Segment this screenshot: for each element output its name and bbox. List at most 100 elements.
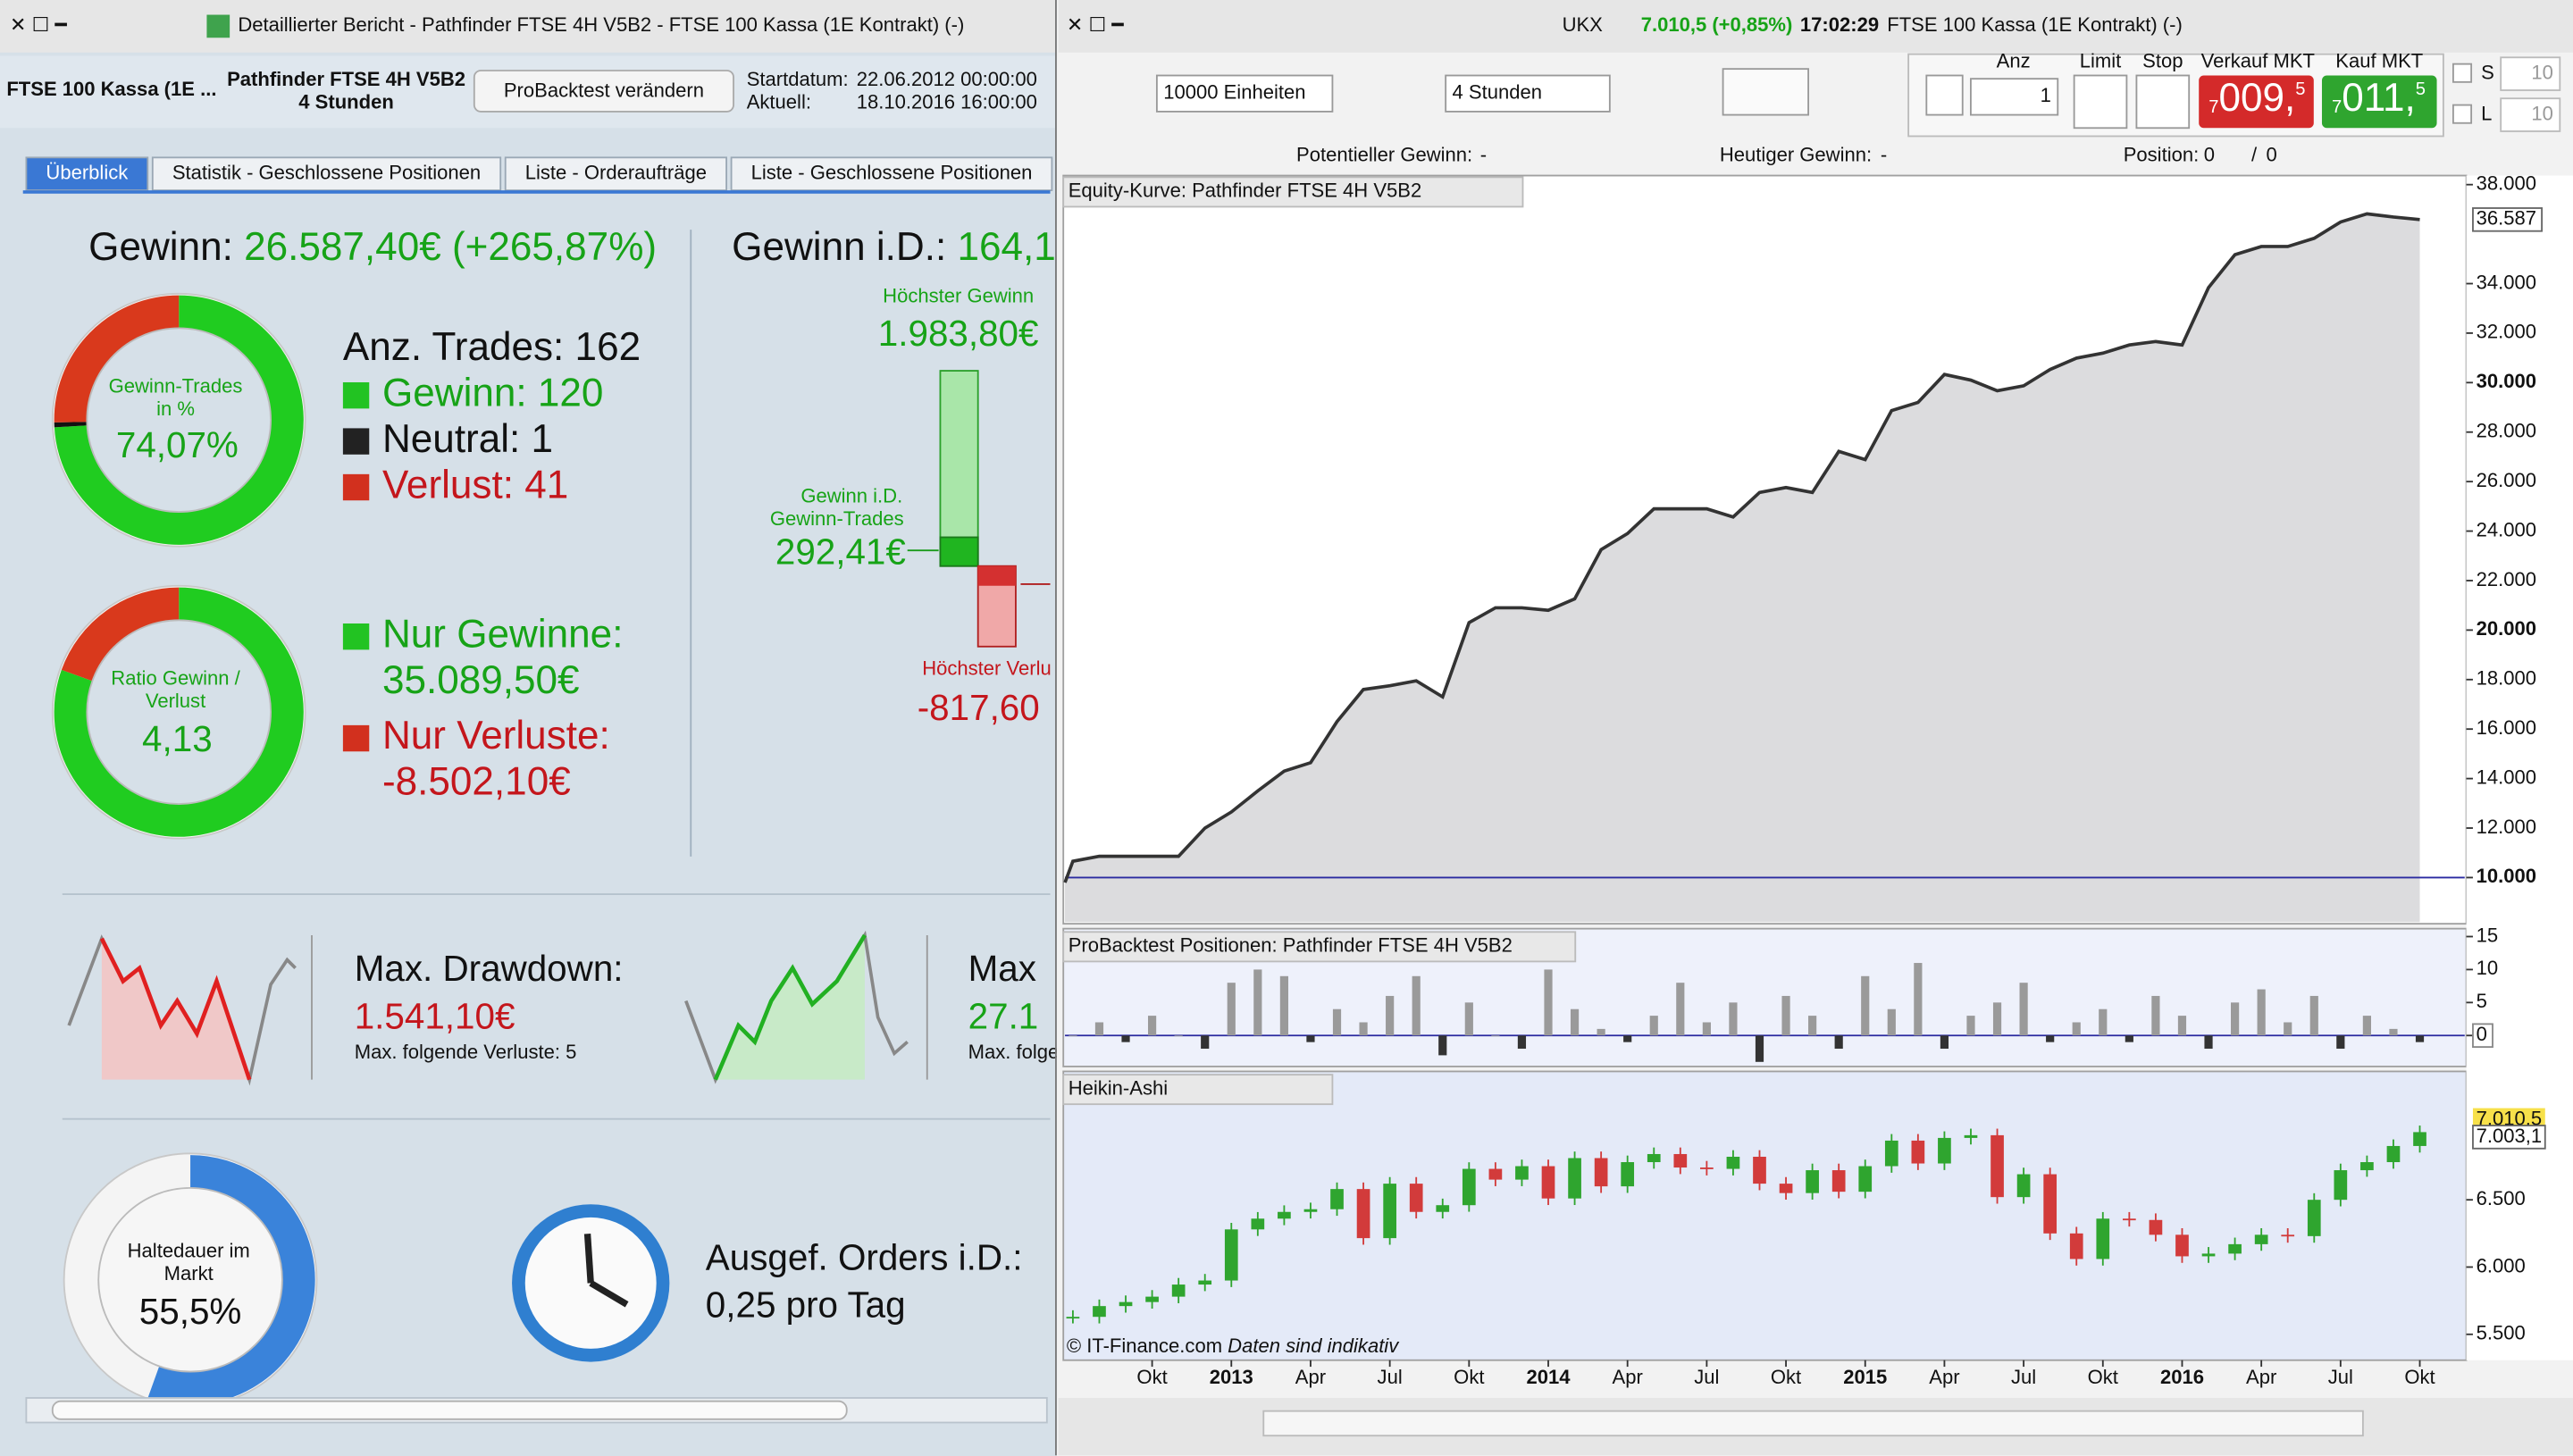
l-checkbox[interactable] (2452, 104, 2473, 124)
y-tick-label: 0 (2477, 1023, 2487, 1045)
s-input[interactable] (2500, 56, 2561, 91)
tab-label: Liste - Geschlossene Positionen (751, 162, 1033, 184)
position-bar (2019, 983, 2028, 1036)
candle (2334, 1170, 2348, 1201)
units: 10000 Einheiten (1163, 81, 1305, 104)
stop-button[interactable] (2135, 74, 2191, 130)
orders-label: Ausgef. Orders i.D.: (706, 1236, 1023, 1277)
candle (1858, 1166, 1873, 1192)
candle (1198, 1280, 1212, 1285)
price-panel (1062, 1070, 2468, 1361)
position-bar (1094, 1022, 1104, 1036)
close-button[interactable]: ✕ ☐ ━ (1067, 13, 1124, 36)
position-a: 0 (2204, 143, 2215, 165)
candle (1356, 1189, 1370, 1239)
position-bar (1570, 1008, 1580, 1036)
y-tick-label: 32.000 (2477, 321, 2536, 343)
ring-segment (54, 295, 304, 545)
x-tick-label: Jul (1694, 1366, 1719, 1388)
drawdown-sparkline (67, 934, 313, 1086)
position-bar (1253, 969, 1262, 1036)
timeframe-dropdown[interactable] (1445, 74, 1611, 113)
legend-swatch (342, 428, 370, 455)
time-label: Markt (164, 1262, 214, 1284)
candle (1753, 1156, 1766, 1184)
ring-inner (86, 619, 272, 805)
position-bar (1464, 1002, 1473, 1036)
ratio-ring (51, 584, 306, 840)
y-tick-label: 18.000 (2477, 667, 2536, 690)
candle (2201, 1253, 2216, 1257)
candle (2096, 1218, 2110, 1259)
candle (1673, 1153, 1688, 1168)
modify-button[interactable] (473, 70, 734, 113)
scroll-thumb[interactable] (51, 1400, 848, 1420)
start-label: Startdatum: (747, 68, 849, 90)
equity-line (1063, 212, 2420, 883)
gross-profit: 35.089,50€ (382, 658, 580, 702)
y-tick-label: 30.000 (2477, 370, 2536, 392)
sell-price: 7009,5 (2208, 76, 2305, 120)
position-bar (1227, 983, 1236, 1036)
s-checkbox[interactable] (2452, 63, 2473, 83)
time-label: Haltedauer im (128, 1239, 250, 1261)
price-title: Heikin-Ashi (1069, 1076, 1168, 1099)
candle (2069, 1233, 2083, 1259)
tab[interactable] (730, 156, 1053, 191)
panel-header (1062, 1074, 1334, 1106)
win-rate: 74,07% (116, 424, 239, 465)
candle (1251, 1218, 1265, 1230)
ring-segment (54, 587, 304, 837)
candle (1119, 1301, 1133, 1307)
sell-button[interactable] (2199, 75, 2314, 129)
x-tick-label: Apr (1295, 1366, 1326, 1388)
candle (1911, 1140, 1925, 1164)
clock: 17:02:29 (1800, 13, 1879, 36)
legend-swatch (342, 381, 370, 409)
y-tick-label: 14.000 (2477, 766, 2536, 788)
candle (1621, 1162, 1635, 1187)
tab[interactable] (151, 156, 502, 191)
x-tick-label: 2015 (1843, 1366, 1887, 1388)
candle (2123, 1218, 2136, 1221)
runup: 27.1 (968, 995, 1039, 1036)
position-bar (1676, 983, 1685, 1036)
l-value: 10 (2531, 102, 2553, 124)
candle (1884, 1140, 1898, 1167)
x-tick-label: 2016 (2160, 1366, 2204, 1388)
position-bar (2099, 1008, 2108, 1036)
legend-swatch (342, 473, 370, 501)
spark-fill (101, 938, 250, 1080)
position-bar (1992, 1002, 2002, 1036)
y-tick-label: 24.000 (2477, 518, 2536, 540)
position-bar (2231, 1002, 2240, 1036)
candle (1224, 1229, 1238, 1281)
settings-button[interactable] (1925, 74, 1964, 116)
indicator-button[interactable] (1722, 68, 1810, 116)
l-input[interactable] (2500, 97, 2561, 132)
s-value: 10 (2531, 61, 2553, 83)
limit-button[interactable] (2073, 74, 2128, 130)
candle (2281, 1234, 2295, 1237)
candle (1938, 1137, 1951, 1164)
ratio: 4,13 (142, 718, 213, 759)
last-label: 7.003,1 (2477, 1125, 2543, 1147)
candle (1303, 1209, 1318, 1212)
panel-header (1062, 176, 1524, 208)
close-button[interactable]: ✕ ☐ ━ (10, 13, 67, 36)
instrument-name: FTSE 100 Kassa (1E Kontrakt) (-) (1887, 13, 2183, 36)
buy-button[interactable] (2321, 75, 2437, 129)
x-tick-label: Apr (2246, 1366, 2276, 1388)
x-tick-label: 2013 (1210, 1366, 1253, 1388)
time-scrollbar[interactable] (1262, 1410, 2364, 1437)
ring-inner (97, 1186, 283, 1373)
position-bar (2309, 995, 2318, 1036)
current-label: 36.587 (2477, 207, 2536, 230)
worst-label: Höchster Verlu (922, 657, 1051, 679)
units-dropdown[interactable] (1155, 74, 1334, 113)
tab[interactable] (25, 156, 149, 191)
qty-input[interactable] (1970, 78, 2059, 116)
right-titlebar (1058, 0, 2573, 53)
x-tick-label: Jul (2011, 1366, 2036, 1388)
